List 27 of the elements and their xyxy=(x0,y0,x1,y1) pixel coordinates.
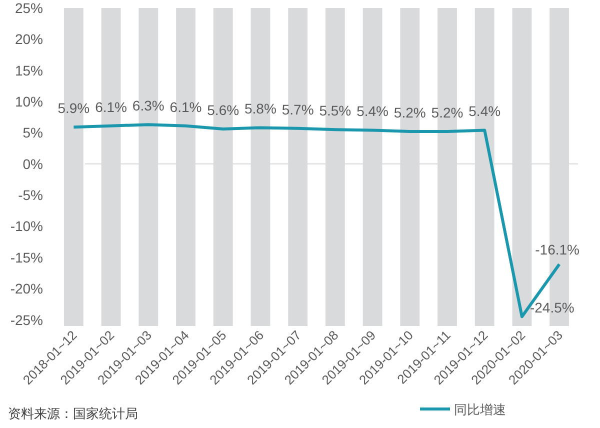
y-tick-label: -10% xyxy=(10,218,43,234)
y-tick-label: -15% xyxy=(10,249,43,266)
y-tick-label: 20% xyxy=(14,31,43,48)
data-label: 5.5% xyxy=(319,102,352,119)
y-tick-label: 25% xyxy=(14,0,43,16)
y-tick-label: 15% xyxy=(14,62,43,78)
data-label: 6.3% xyxy=(132,98,164,114)
data-label: -16.1% xyxy=(535,241,580,258)
data-label: 5.2% xyxy=(394,104,426,120)
y-tick-label: -5% xyxy=(18,187,43,204)
data-label: 5.2% xyxy=(431,104,464,120)
data-label: 5.6% xyxy=(207,102,240,118)
data-label: 6.1% xyxy=(170,98,202,115)
y-tick-label: 5% xyxy=(22,124,43,141)
y-tick-label: -25% xyxy=(10,312,43,328)
data-label: 5.4% xyxy=(356,103,388,120)
y-tick-label: -20% xyxy=(10,280,43,297)
data-label: 5.9% xyxy=(58,100,90,116)
data-label: 6.1% xyxy=(95,98,127,115)
data-label: 5.4% xyxy=(468,103,501,120)
text: 资料来源：国家统计局 xyxy=(8,406,138,421)
y-tick-label: 0% xyxy=(22,156,43,172)
data-label: 5.8% xyxy=(244,100,276,117)
legend-label: 同比增速 xyxy=(454,402,506,417)
data-label: -24.5% xyxy=(530,300,574,316)
y-tick-label: 10% xyxy=(14,94,43,110)
data-label: 5.7% xyxy=(282,101,314,118)
